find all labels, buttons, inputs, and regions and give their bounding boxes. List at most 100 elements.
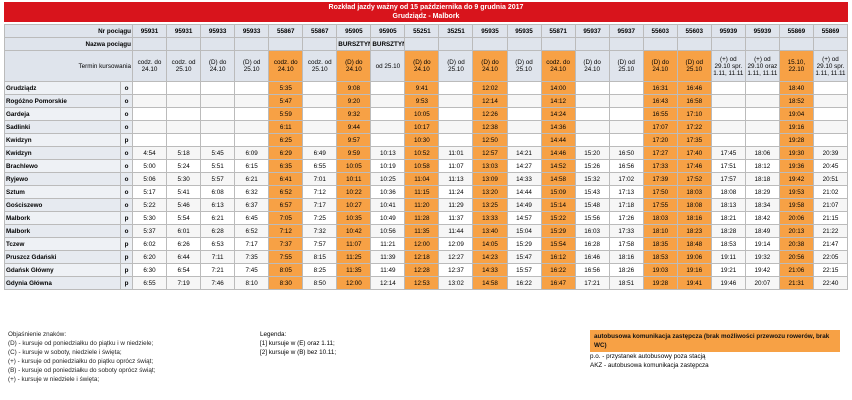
time: 15:09 bbox=[540, 185, 576, 199]
time: 7:45 bbox=[234, 263, 270, 277]
time: 9:57 bbox=[336, 133, 372, 147]
time: 6:37 bbox=[234, 198, 270, 212]
station: Brachlewo bbox=[4, 159, 121, 173]
empty-cell bbox=[166, 133, 202, 147]
time: 7:57 bbox=[302, 237, 338, 251]
time: 17:26 bbox=[608, 211, 644, 225]
time: 18:16 bbox=[676, 211, 712, 225]
empty-cell bbox=[302, 107, 338, 121]
time: 18:12 bbox=[744, 159, 780, 173]
train-days: codz. od 25.10 bbox=[302, 50, 338, 82]
empty-cell bbox=[574, 81, 610, 95]
empty-cell bbox=[608, 120, 644, 134]
time: 10:05 bbox=[404, 107, 440, 121]
time: 16:58 bbox=[676, 94, 712, 108]
time: 15:14 bbox=[540, 198, 576, 212]
time: 7:37 bbox=[268, 237, 304, 251]
time: 4:54 bbox=[132, 146, 168, 160]
time: 7:25 bbox=[302, 211, 338, 225]
train-days: (D) od 25.10 bbox=[608, 50, 644, 82]
time: 14:52 bbox=[540, 159, 576, 173]
station-row: Tczew p 6:02 6:26 6:53 7:17 7:37 7:57 11:07 11:21… bbox=[4, 237, 849, 251]
time: 15:43 bbox=[574, 185, 610, 199]
time: 13:40 bbox=[472, 224, 508, 238]
time: 5:51 bbox=[200, 159, 236, 173]
time: 11:49 bbox=[370, 263, 406, 277]
empty-cell bbox=[608, 81, 644, 95]
note: [1] kursuje w (E) oraz 1.11; bbox=[260, 340, 335, 347]
time: 7:55 bbox=[268, 250, 304, 264]
station-row: Rogóżno Pomorskie o 5:47 9:20 9:53 12:14 14:12… bbox=[4, 94, 849, 108]
empty-cell bbox=[506, 107, 542, 121]
time: 5:54 bbox=[166, 211, 202, 225]
time: 10:35 bbox=[336, 211, 372, 225]
train-number: 55869 bbox=[812, 24, 849, 38]
station: Kwidzyn bbox=[4, 133, 121, 147]
empty-cell bbox=[506, 94, 542, 108]
train-number: 95937 bbox=[608, 24, 644, 38]
empty-cell bbox=[812, 120, 849, 134]
abbreviation: p.o. - przystanek autobusowy poza stacją bbox=[590, 353, 706, 360]
empty-cell bbox=[574, 120, 610, 134]
time: 6:57 bbox=[268, 198, 304, 212]
train-number: 55867 bbox=[302, 24, 338, 38]
time: 17:22 bbox=[676, 120, 712, 134]
empty-cell bbox=[438, 120, 474, 134]
arr-dep: o bbox=[119, 224, 134, 238]
time: 21:07 bbox=[812, 198, 849, 212]
time: 12:14 bbox=[370, 276, 406, 290]
time: 16:47 bbox=[540, 276, 576, 290]
time: 15:56 bbox=[574, 211, 610, 225]
time: 6:21 bbox=[234, 172, 270, 186]
time: 17:46 bbox=[676, 159, 712, 173]
empty-cell bbox=[812, 81, 849, 95]
train-days: (D) do 24.10 bbox=[336, 50, 372, 82]
time: 11:28 bbox=[404, 211, 440, 225]
time: 10:17 bbox=[404, 120, 440, 134]
time: 7:12 bbox=[268, 224, 304, 238]
time: 14:27 bbox=[506, 159, 542, 173]
time: 19:16 bbox=[676, 263, 712, 277]
time: 10:13 bbox=[370, 146, 406, 160]
train-name bbox=[234, 37, 270, 51]
time: 19:03 bbox=[642, 263, 678, 277]
legend-item: (+) - kursuje w niedziele i święta; bbox=[8, 376, 100, 383]
time: 11:13 bbox=[438, 172, 474, 186]
time: 11:20 bbox=[404, 198, 440, 212]
time: 6:52 bbox=[268, 185, 304, 199]
empty-cell bbox=[812, 94, 849, 108]
time: 6:02 bbox=[132, 237, 168, 251]
time: 5:59 bbox=[268, 107, 304, 121]
station: Gdynia Główna bbox=[4, 276, 121, 290]
time: 6:54 bbox=[166, 263, 202, 277]
time: 11:44 bbox=[438, 224, 474, 238]
time: 22:15 bbox=[812, 263, 849, 277]
train-name bbox=[744, 37, 780, 51]
train-number: 95931 bbox=[166, 24, 202, 38]
time: 15:57 bbox=[506, 263, 542, 277]
train-number: 55603 bbox=[642, 24, 678, 38]
time: 17:33 bbox=[642, 159, 678, 173]
time: 19:32 bbox=[744, 250, 780, 264]
time: 19:11 bbox=[710, 250, 746, 264]
empty-cell bbox=[200, 81, 236, 95]
time: 17:50 bbox=[642, 185, 678, 199]
time: 6:29 bbox=[268, 146, 304, 160]
train-days: (D) do 24.10 bbox=[642, 50, 678, 82]
empty-cell bbox=[744, 133, 780, 147]
train-days: (+) od 29.10 spr. 1.11, 11.11 bbox=[710, 50, 746, 82]
empty-cell bbox=[574, 133, 610, 147]
empty-cell bbox=[234, 94, 270, 108]
time: 19:14 bbox=[744, 237, 780, 251]
time: 19:30 bbox=[778, 146, 814, 160]
time: 17:18 bbox=[608, 198, 644, 212]
arr-dep: o bbox=[119, 146, 134, 160]
train-name bbox=[132, 37, 168, 51]
time: 18:49 bbox=[744, 224, 780, 238]
time: 9:59 bbox=[336, 146, 372, 160]
time: 14:33 bbox=[472, 263, 508, 277]
time: 18:23 bbox=[676, 224, 712, 238]
time: 6:45 bbox=[234, 211, 270, 225]
station: Malbork bbox=[4, 224, 121, 238]
time: 20:07 bbox=[744, 276, 780, 290]
